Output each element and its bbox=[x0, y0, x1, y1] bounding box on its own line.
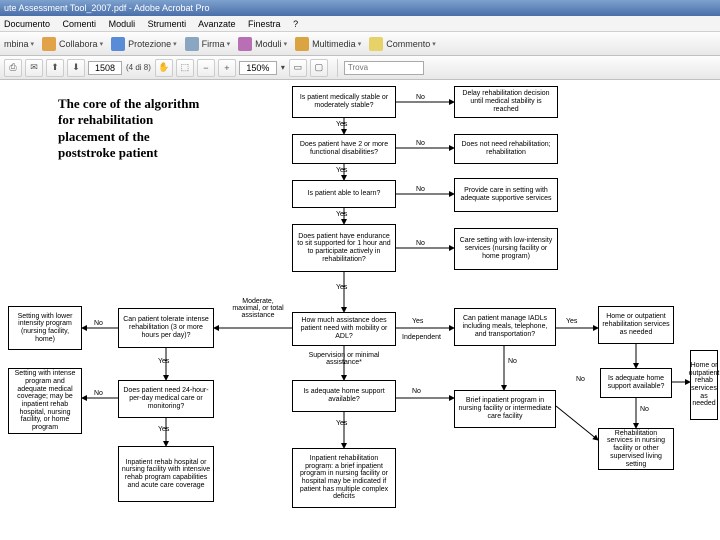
window-title: ute Assessment Tool_2007.pdf - Adobe Acr… bbox=[4, 3, 209, 13]
firma-button[interactable]: Firma bbox=[185, 37, 231, 51]
node-home-support: Is adequate home support available? bbox=[292, 380, 396, 412]
collabora-icon bbox=[42, 37, 56, 51]
mail-button[interactable]: ✉ bbox=[25, 59, 43, 77]
node-assistance: How much assistance does patient need wi… bbox=[292, 312, 396, 346]
combina-button[interactable]: mbina bbox=[4, 39, 34, 49]
figure-caption: The core of the algorithm for rehabilita… bbox=[58, 96, 203, 161]
node-no-rehab: Does not need rehabilitation; rehabilita… bbox=[454, 134, 558, 164]
menubar: Documento Comenti Moduli Strumenti Avanz… bbox=[0, 16, 720, 32]
zoom-in-button[interactable]: + bbox=[218, 59, 236, 77]
edge-yes: Yes bbox=[158, 426, 169, 433]
node-home-outpatient: Home or outpatient rehabilitation servic… bbox=[598, 306, 674, 344]
node-24hr-care: Does patient need 24-hour-per-day medica… bbox=[118, 380, 214, 418]
page-total-label: (4 di 8) bbox=[126, 63, 151, 72]
node-iadl: Can patient manage IADLs including meals… bbox=[454, 308, 556, 346]
edge-yes: Yes bbox=[336, 167, 347, 174]
edge-no: No bbox=[412, 388, 421, 395]
print-button[interactable]: ⎙ bbox=[4, 59, 22, 77]
hand-tool-button[interactable]: ✋ bbox=[155, 59, 173, 77]
fit-page-button[interactable]: ▢ bbox=[310, 59, 328, 77]
menu-help[interactable]: ? bbox=[293, 19, 298, 29]
edge-yes: Yes bbox=[566, 318, 577, 325]
next-page-button[interactable]: ⬇ bbox=[67, 59, 85, 77]
node-home-rehab: Home or outpatient rehab services as nee… bbox=[690, 350, 718, 420]
moduli-button[interactable]: Moduli bbox=[238, 37, 287, 51]
edge-no: No bbox=[640, 406, 649, 413]
zoom-out-button[interactable]: − bbox=[197, 59, 215, 77]
page-number-input[interactable] bbox=[88, 61, 122, 75]
node-brief-inpatient: Brief inpatient program in nursing facil… bbox=[454, 390, 556, 428]
node-delay: Delay rehabilitation decision until medi… bbox=[454, 86, 558, 118]
edge-no: No bbox=[508, 358, 517, 365]
collabora-button[interactable]: Collabora bbox=[42, 37, 103, 51]
edge-no: No bbox=[416, 94, 425, 101]
node-endurance: Does patient have endurance to sit suppo… bbox=[292, 224, 396, 272]
edge-yes: Yes bbox=[412, 318, 423, 325]
edge-supervision: Supervision or minimal assistance* bbox=[308, 352, 380, 366]
commento-button[interactable]: Commento bbox=[369, 37, 436, 51]
toolbar-secondary: ⎙ ✉ ⬆ ⬇ (4 di 8) ✋ ⬚ − + ▾ ▭ ▢ bbox=[0, 56, 720, 80]
node-home-support2: Is adequate home support available? bbox=[600, 368, 672, 398]
pen-icon bbox=[185, 37, 199, 51]
form-icon bbox=[238, 37, 252, 51]
edge-no: No bbox=[94, 320, 103, 327]
menu-avanzate[interactable]: Avanzate bbox=[198, 19, 235, 29]
edge-yes: Yes bbox=[336, 284, 347, 291]
document-viewport: The core of the algorithm for rehabilita… bbox=[0, 80, 720, 540]
node-inpatient-brief: Inpatient rehabilitation program: a brie… bbox=[292, 448, 396, 508]
menu-strumenti[interactable]: Strumenti bbox=[148, 19, 187, 29]
edge-no: No bbox=[416, 240, 425, 247]
select-tool-button[interactable]: ⬚ bbox=[176, 59, 194, 77]
edge-independent: Independent bbox=[402, 334, 441, 341]
protezione-button[interactable]: Protezione bbox=[111, 37, 177, 51]
menu-finestra[interactable]: Finestra bbox=[248, 19, 281, 29]
multimedia-icon bbox=[295, 37, 309, 51]
node-intense-program: Setting with intense program and adequat… bbox=[8, 368, 82, 434]
menu-documento[interactable]: Documento bbox=[4, 19, 50, 29]
edge-no: No bbox=[576, 376, 585, 383]
edge-yes: Yes bbox=[336, 420, 347, 427]
node-lower-intensity: Setting with lower intensity program (nu… bbox=[8, 306, 82, 350]
edge-yes: Yes bbox=[158, 358, 169, 365]
fit-width-button[interactable]: ▭ bbox=[289, 59, 307, 77]
edge-yes: Yes bbox=[336, 121, 347, 128]
node-tolerate-intense: Can patient tolerate intense rehabilitat… bbox=[118, 308, 214, 348]
node-able-to-learn: Is patient able to learn? bbox=[292, 180, 396, 208]
menu-moduli[interactable]: Moduli bbox=[109, 19, 136, 29]
find-input[interactable] bbox=[344, 61, 424, 75]
node-functional-disabilities: Does patient have 2 or more functional d… bbox=[292, 134, 396, 164]
comment-icon bbox=[369, 37, 383, 51]
node-medically-stable: Is patient medically stable or moderatel… bbox=[292, 86, 396, 118]
zoom-input[interactable] bbox=[239, 61, 277, 75]
toolbar-primary: mbina Collabora Protezione Firma Moduli … bbox=[0, 32, 720, 56]
node-nursing-setting: Rehabilitation services in nursing facil… bbox=[598, 428, 674, 470]
window-titlebar: ute Assessment Tool_2007.pdf - Adobe Acr… bbox=[0, 0, 720, 16]
edge-no: No bbox=[416, 140, 425, 147]
node-inpatient-hospital: Inpatient rehab hospital or nursing faci… bbox=[118, 446, 214, 502]
edge-no: No bbox=[416, 186, 425, 193]
multimedia-button[interactable]: Multimedia bbox=[295, 37, 361, 51]
edge-no: No bbox=[94, 390, 103, 397]
node-low-intensity: Care setting with low-intensity services… bbox=[454, 228, 558, 270]
menu-comenti[interactable]: Comenti bbox=[63, 19, 97, 29]
edge-yes: Yes bbox=[336, 211, 347, 218]
edge-moderate: Moderate, maximal, or total assistance bbox=[228, 298, 288, 319]
lock-icon bbox=[111, 37, 125, 51]
node-supportive: Provide care in setting with adequate su… bbox=[454, 178, 558, 212]
prev-page-button[interactable]: ⬆ bbox=[46, 59, 64, 77]
